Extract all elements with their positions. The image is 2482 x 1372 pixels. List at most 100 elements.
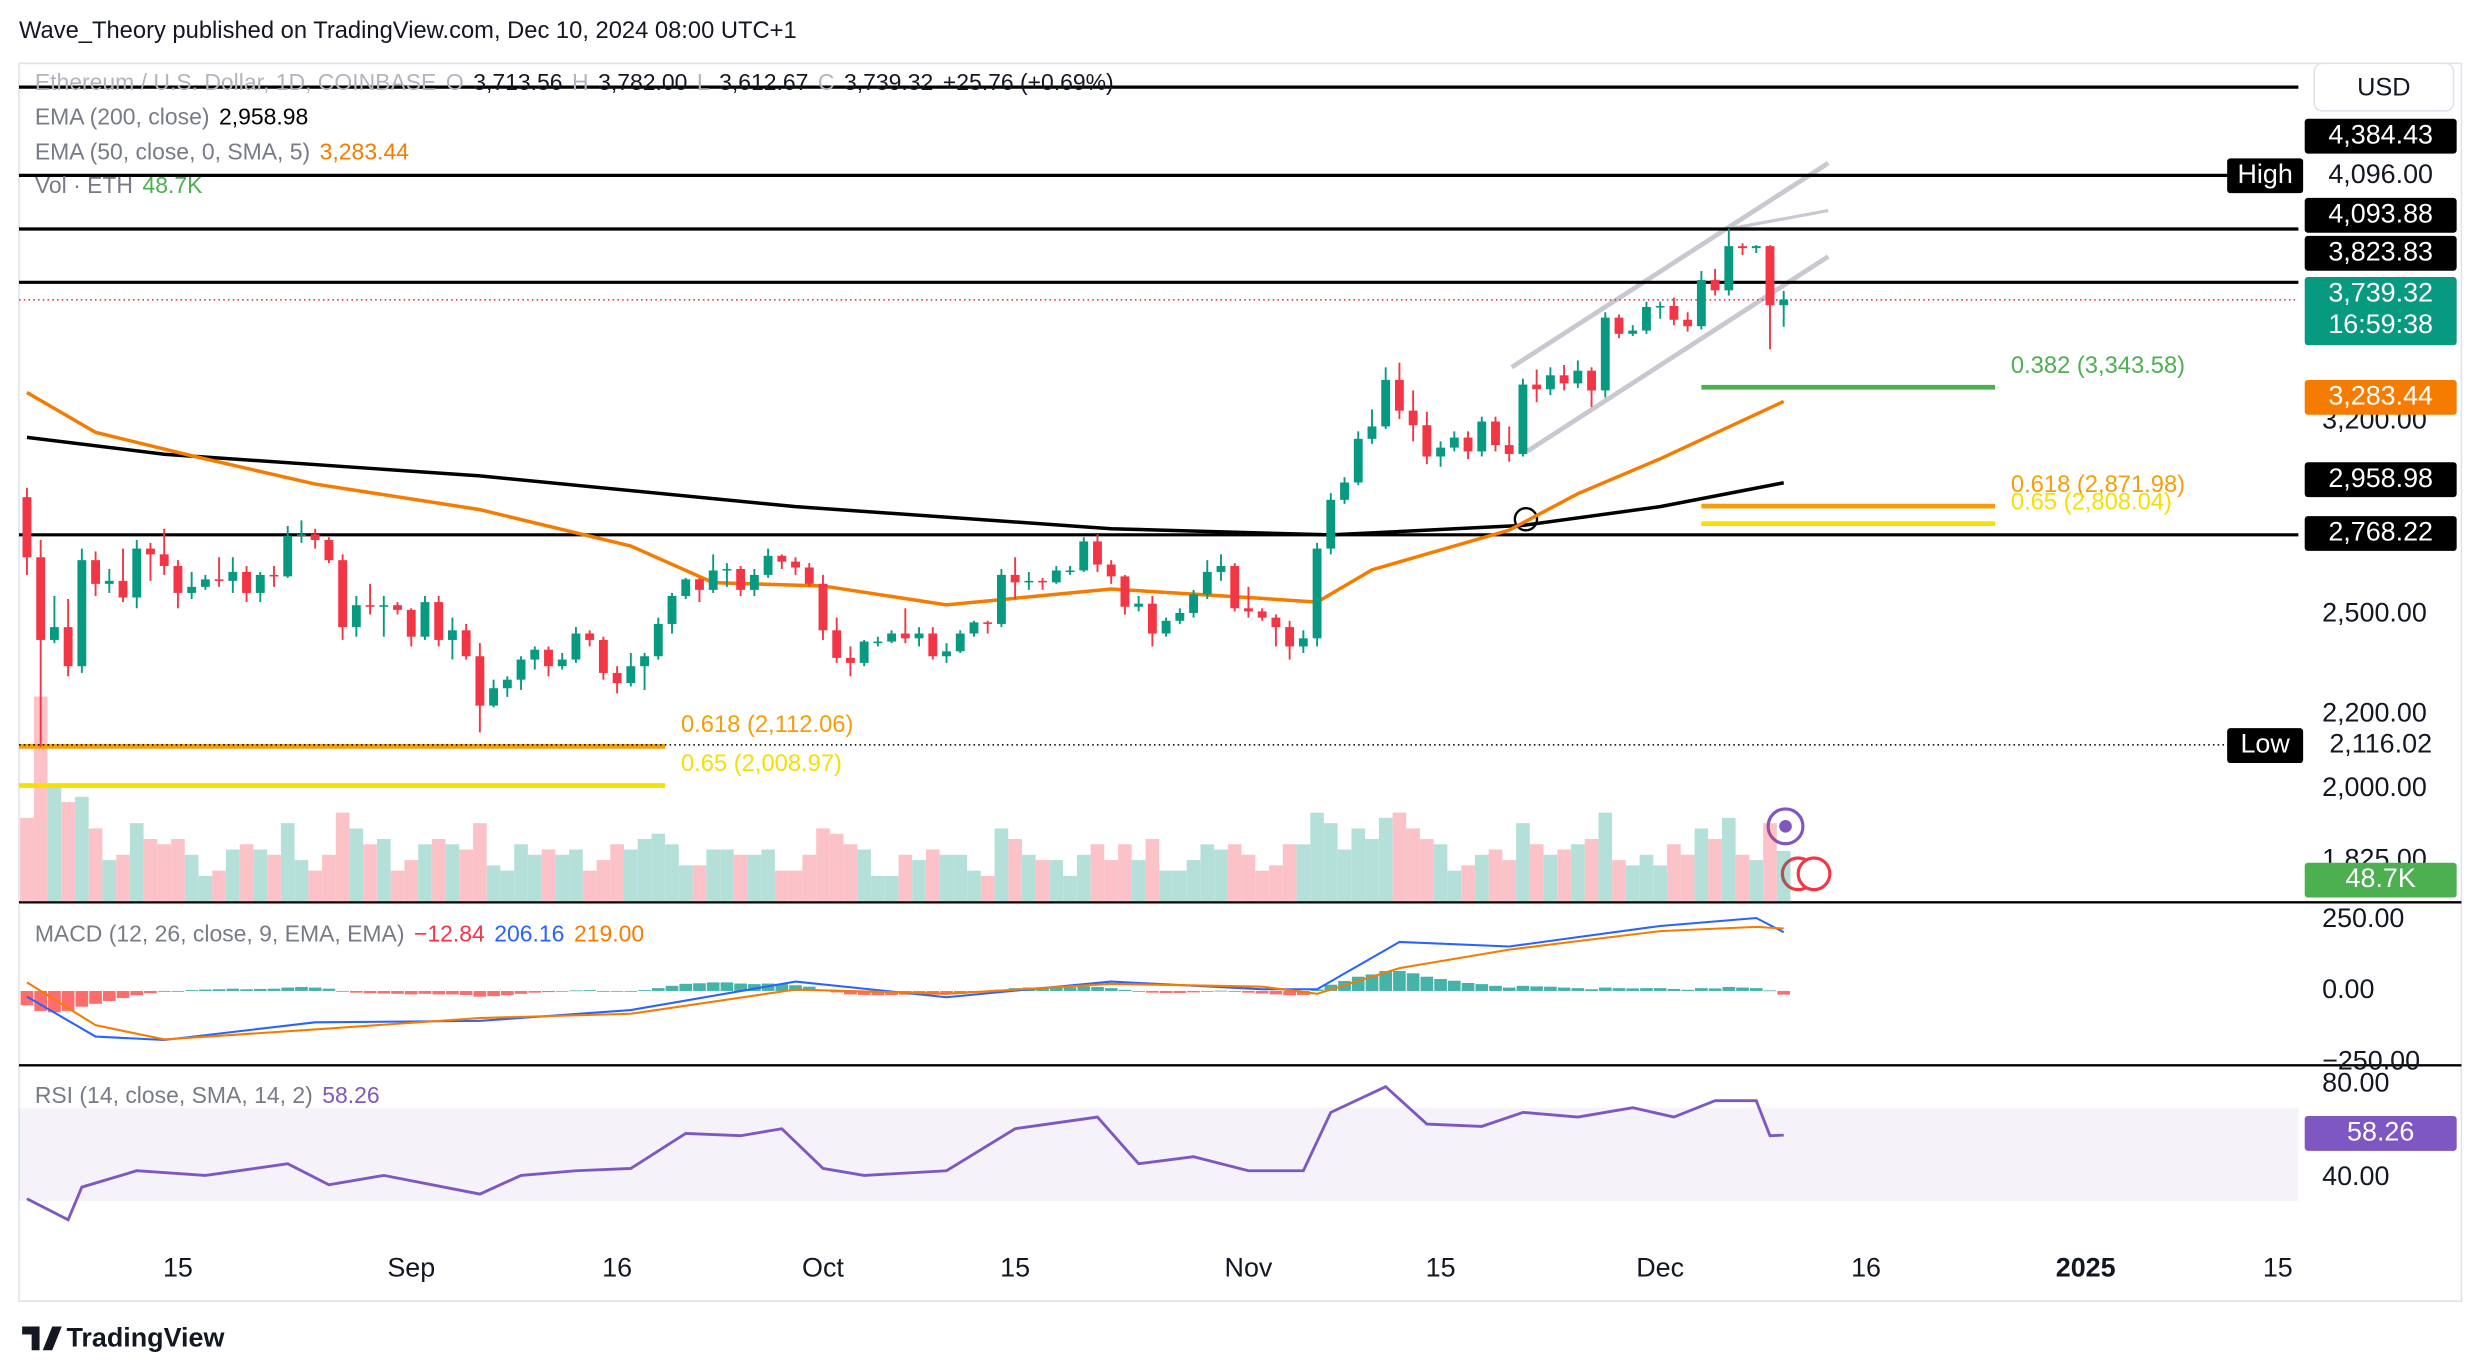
macd-histogram-bar — [857, 990, 871, 995]
volume-bar — [212, 870, 226, 903]
x-tick-label: 15 — [2263, 1253, 2293, 1283]
candle-body — [598, 639, 608, 673]
volume-bar — [1516, 823, 1530, 903]
volume-bar — [1612, 860, 1626, 903]
volume-bar — [1488, 849, 1503, 903]
candle-body — [1079, 541, 1089, 571]
macd-histogram-bar — [1557, 987, 1571, 991]
volume-bar — [1035, 860, 1050, 903]
candle-body — [763, 555, 773, 575]
volume-bar — [47, 786, 62, 903]
volume-bar — [788, 870, 803, 903]
macd-histogram-bar — [1681, 989, 1694, 991]
candle-body — [1751, 246, 1761, 249]
event-icons[interactable] — [1766, 807, 1832, 892]
volume-bar — [1694, 828, 1709, 903]
volume-bar — [1351, 828, 1366, 903]
brand: TradingView — [22, 1322, 224, 1352]
macd-histogram-bar — [226, 988, 240, 991]
macd-histogram-bar — [1530, 986, 1543, 991]
candle-body — [1120, 576, 1130, 607]
volume-bar — [1282, 844, 1297, 903]
candle-body — [502, 679, 512, 689]
macd-histogram-bar — [1187, 990, 1200, 993]
volume-bar — [1653, 865, 1667, 903]
flag-icon[interactable] — [1796, 856, 1832, 892]
volume-bar — [1227, 844, 1242, 903]
volume-bar — [1502, 860, 1517, 903]
candle-body — [557, 659, 567, 667]
volume-bar — [1680, 854, 1695, 903]
macd-histogram-bar — [418, 990, 432, 994]
candle-body — [1230, 566, 1240, 609]
volume-bar — [1323, 823, 1338, 903]
macd-histogram-bar — [267, 988, 281, 991]
macd-histogram-bar — [940, 990, 953, 995]
volume-bar — [1529, 844, 1544, 903]
macd-histogram-bar — [748, 984, 761, 991]
price-badge-label: 4,093.88 — [2328, 198, 2433, 228]
candle-body — [1244, 608, 1253, 612]
candle-body — [475, 656, 485, 706]
legend: Vol · ETH 48.7K — [35, 172, 203, 198]
candle-body — [1038, 580, 1048, 583]
macd-histogram-bar — [253, 988, 267, 991]
macd-histogram-bar — [1585, 989, 1598, 991]
candle-body — [1175, 612, 1185, 621]
macd-histogram-bar — [157, 990, 171, 992]
legend-value: 48.7K — [142, 172, 203, 198]
macd-histogram-bar — [75, 990, 89, 1007]
volume-bar — [1186, 860, 1201, 903]
macd-histogram-bar — [1777, 990, 1791, 995]
macd-histogram-bar — [1502, 987, 1516, 991]
currency[interactable]: USD — [2357, 73, 2410, 101]
volume-bar — [761, 849, 775, 903]
x-tick-label: Nov — [1225, 1253, 1273, 1283]
macd-histogram-bar — [89, 990, 102, 1004]
candle-body — [832, 630, 842, 658]
candle-body — [1106, 564, 1116, 577]
macd-histogram-bar — [1461, 982, 1475, 991]
badge-tag — [2227, 728, 2304, 764]
macd-histogram-bar — [185, 990, 198, 991]
candle-body — [255, 574, 265, 593]
volume-bar — [994, 828, 1009, 903]
macd-histogram-bar — [1489, 985, 1502, 991]
channel-line — [1526, 254, 1830, 454]
candle-body — [228, 571, 238, 581]
ema-line — [26, 391, 1785, 607]
currency-button[interactable] — [2313, 62, 2455, 112]
volume-bar — [912, 860, 926, 903]
macd-histogram-bar — [693, 983, 706, 991]
volume-bar — [596, 860, 611, 903]
candle-body — [1738, 246, 1747, 249]
volume-bar — [473, 823, 487, 903]
price-badge-label: 4,384.43 — [2328, 119, 2433, 149]
volume-bar — [1420, 838, 1434, 903]
volume-bar — [1255, 870, 1269, 903]
macd-histogram-bar — [130, 990, 144, 996]
volume-bar — [1200, 844, 1215, 903]
fib-label: 0.618 (2,112.06) — [681, 712, 853, 738]
price-badge-label: 2,768.22 — [2328, 517, 2433, 547]
badge-tag-label: High — [2237, 159, 2292, 189]
macd-histogram-bar — [20, 990, 34, 1006]
macd-histogram-bar — [281, 987, 295, 991]
macd-histogram-bar — [446, 990, 459, 995]
legend-value: −12.84 — [414, 921, 485, 947]
candle-body — [461, 630, 471, 657]
legend-value: 2,958.98 — [219, 104, 308, 130]
macd-histogram-bar — [350, 990, 363, 993]
volume-bar — [171, 838, 185, 903]
volume-bar — [390, 870, 405, 903]
volume-bar — [1474, 854, 1489, 903]
price-badge-label: 2,958.98 — [2328, 463, 2433, 493]
candle-body — [1093, 541, 1102, 565]
macd-histogram-bar — [844, 990, 857, 995]
macd-histogram-bar — [624, 990, 638, 992]
volume-bar — [1159, 870, 1173, 903]
macd-histogram-bar — [102, 990, 116, 1001]
macd-histogram-bar — [199, 989, 212, 991]
volume-bar — [239, 844, 254, 903]
macd-histogram-bar — [720, 982, 734, 991]
